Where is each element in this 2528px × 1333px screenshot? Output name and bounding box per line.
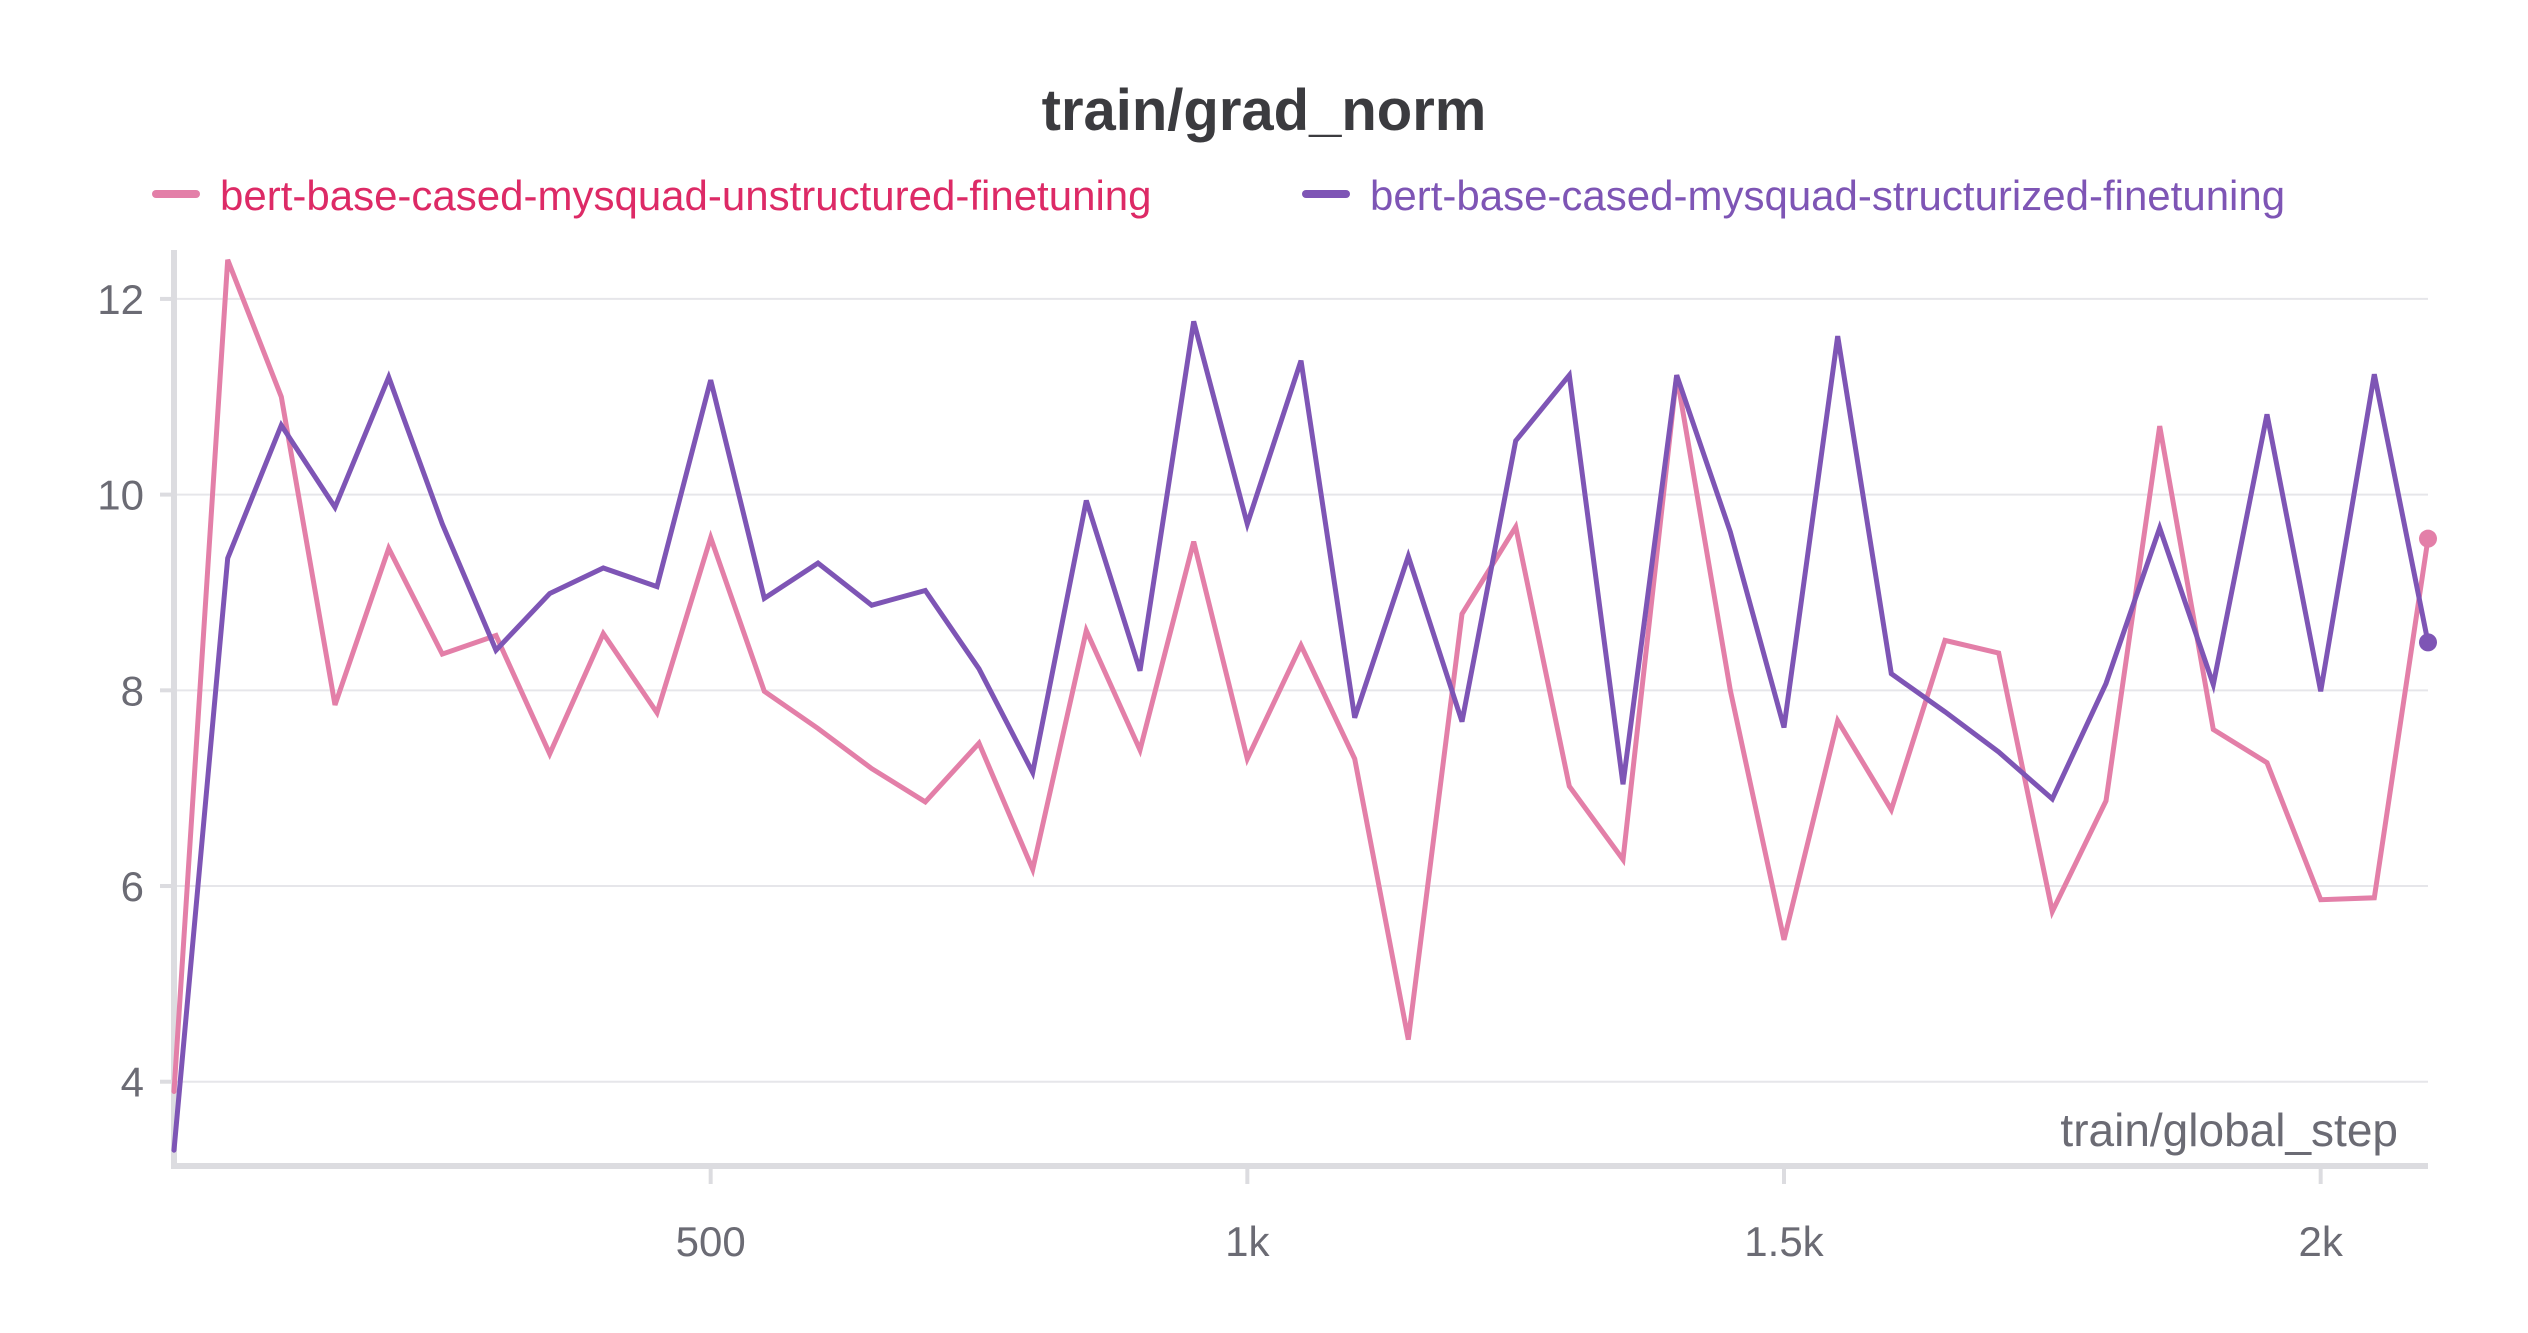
legend: bert-base-cased-mysquad-unstructured-fin… (152, 172, 2285, 219)
y-tick-label: 12 (97, 276, 144, 323)
series-layer (171, 258, 2437, 1153)
x-axis-label: train/global_step (2060, 1104, 2398, 1156)
series-line-1 (171, 320, 2431, 1153)
y-tick-label: 10 (97, 472, 144, 519)
grid (174, 297, 2428, 1083)
series-endpoint-0 (2419, 529, 2437, 548)
x-tick-label: 1k (1225, 1218, 1270, 1265)
y-tick-label: 6 (121, 863, 144, 910)
series-line-0 (171, 258, 2431, 1094)
series-endpoint-1 (2419, 633, 2437, 652)
x-tick-label: 500 (676, 1218, 746, 1265)
y-tick-label: 8 (121, 667, 144, 714)
x-tick-label: 1.5k (1744, 1218, 1824, 1265)
legend-label-structurized: bert-base-cased-mysquad-structurized-fin… (1370, 172, 2285, 219)
y-tick-label: 4 (121, 1059, 144, 1106)
chart-title: train/grad_norm (1042, 78, 1487, 143)
axes: 4 6 8 10 12 500 1k 1.5k 2k (97, 250, 2428, 1265)
legend-label-unstructured: bert-base-cased-mysquad-unstructured-fin… (220, 172, 1152, 219)
x-tick-label: 2k (2298, 1218, 2343, 1265)
